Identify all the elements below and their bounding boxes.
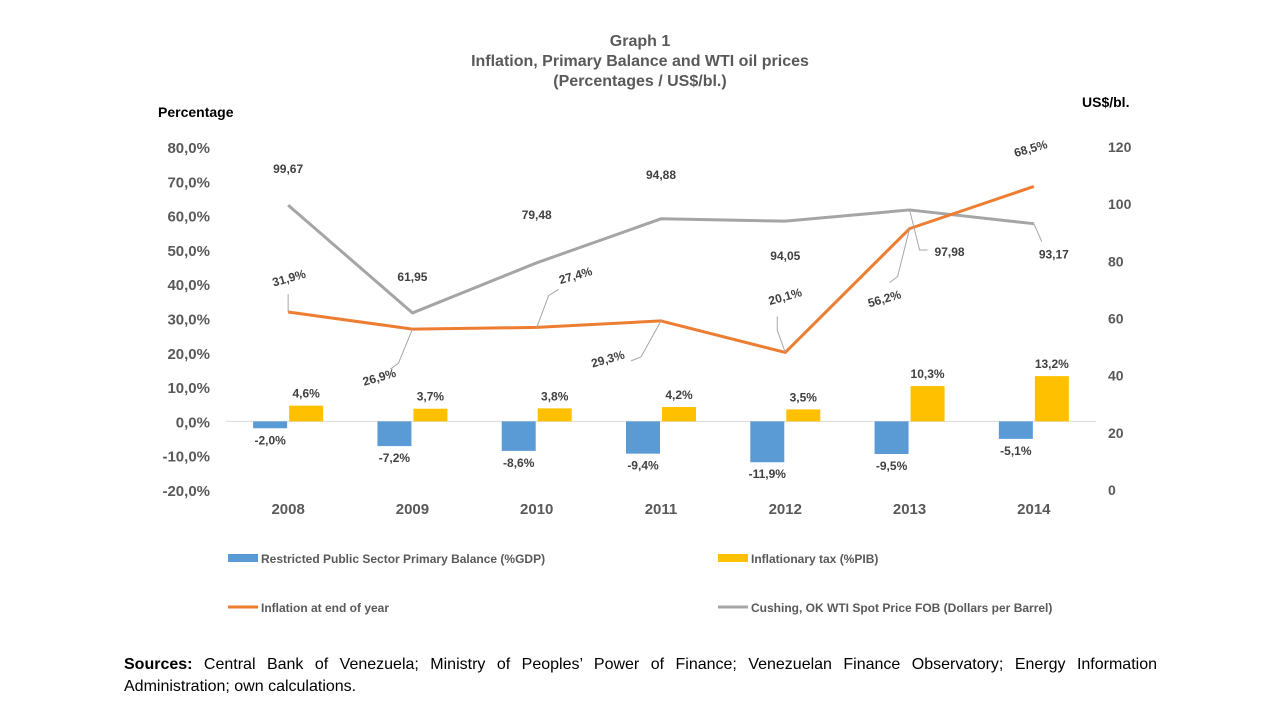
legend-swatch-bar — [718, 554, 748, 562]
bar-label-inflationary-tax: 13,2% — [1035, 357, 1069, 371]
bar-label-primary-balance: -8,6% — [503, 456, 535, 470]
left-tick-label: 30,0% — [167, 312, 210, 329]
bar-label-inflationary-tax: 3,8% — [541, 389, 569, 403]
chart-title: Graph 1 — [609, 33, 671, 50]
left-tick-label: 20,0% — [167, 346, 210, 363]
wti-leader-line — [1033, 223, 1043, 242]
bar-label-inflationary-tax: 3,7% — [417, 390, 445, 404]
bar-primary-balance — [750, 421, 785, 463]
wti-leader-line — [909, 209, 928, 251]
bar-primary-balance — [874, 421, 909, 454]
left-tick-label: 40,0% — [167, 277, 210, 294]
bar-label-primary-balance: -9,5% — [876, 459, 908, 473]
inflation-leader-line — [630, 320, 662, 362]
right-tick-label: 120 — [1108, 139, 1132, 155]
inflation-data-label: 29,3% — [590, 348, 627, 371]
right-tick-label: 0 — [1108, 482, 1116, 498]
bar-label-inflationary-tax: 3,5% — [790, 390, 818, 404]
bar-label-primary-balance: -7,2% — [379, 451, 411, 465]
bar-label-primary-balance: -2,0% — [254, 433, 286, 447]
x-tick-label: 2013 — [893, 501, 926, 518]
bar-primary-balance — [998, 421, 1033, 439]
inflation-leader-line — [390, 328, 413, 370]
x-tick-label: 2014 — [1017, 501, 1051, 518]
wti-data-label: 97,98 — [935, 245, 965, 259]
left-tick-label: -10,0% — [162, 449, 210, 466]
chart-title-block: Graph 1 Inflation, Primary Balance and W… — [0, 32, 1280, 92]
chart-subtitle: Inflation, Primary Balance and WTI oil p… — [471, 53, 809, 70]
right-tick-label: 60 — [1108, 311, 1124, 327]
bar-label-primary-balance: -9,4% — [627, 459, 659, 473]
left-tick-label: 0,0% — [176, 414, 210, 431]
bar-inflationary-tax — [910, 386, 945, 422]
inflation-data-label: 68,5% — [1012, 137, 1049, 160]
right-tick-label: 100 — [1108, 196, 1132, 212]
sources-label: Sources: — [124, 656, 193, 673]
bar-label-primary-balance: -11,9% — [749, 467, 787, 481]
bar-label-inflationary-tax: 4,2% — [665, 388, 693, 402]
right-axis-title: US$/bl. — [1082, 94, 1129, 110]
chart-subtitle-units: (Percentages / US$/bl.) — [553, 73, 727, 90]
inflation-data-label: 27,4% — [557, 264, 594, 287]
left-axis-title: Percentage — [158, 104, 234, 120]
left-tick-label: 80,0% — [167, 140, 210, 157]
bar-primary-balance — [626, 421, 660, 454]
wti-data-label: 93,17 — [1039, 248, 1069, 262]
x-tick-label: 2010 — [520, 501, 553, 518]
bar-inflationary-tax — [537, 408, 572, 422]
wti-data-label: 94,05 — [770, 249, 800, 263]
line-wti-price — [287, 203, 1035, 315]
bar-label-primary-balance: -5,1% — [1000, 444, 1032, 458]
right-tick-label: 40 — [1108, 368, 1124, 384]
x-tick-label: 2008 — [271, 501, 304, 518]
inflation-data-label: 31,9% — [271, 267, 308, 290]
inflation-leader-line — [776, 316, 786, 353]
sources-note: Sources: Central Bank of Venezuela; Mini… — [124, 654, 1157, 698]
x-tick-label: 2012 — [769, 501, 802, 518]
inflation-leader-line — [889, 228, 911, 284]
bar-label-inflationary-tax: 4,6% — [292, 387, 320, 401]
combo-chart: Percentage US$/bl. 80,0% 70,0% 60,0% 50,0% 40,… — [158, 94, 1132, 615]
legend-entry: Cushing, OK WTI Spot Price FOB (Dollars … — [751, 601, 1052, 615]
bar-inflationary-tax — [413, 408, 448, 422]
inflation-data-label: 56,2% — [866, 287, 903, 310]
wti-data-label: 61,95 — [397, 270, 427, 284]
right-tick-label: 80 — [1108, 253, 1124, 269]
left-tick-label: 60,0% — [167, 209, 210, 226]
left-tick-label: -20,0% — [162, 483, 210, 500]
legend-entry: Inflationary tax (%PIB) — [751, 552, 878, 566]
legend-swatch-bar — [228, 554, 258, 562]
wti-data-label: 99,67 — [273, 162, 303, 176]
x-tick-label: 2011 — [645, 501, 678, 518]
bar-inflationary-tax — [662, 406, 696, 422]
x-tick-label: 2009 — [396, 501, 429, 518]
bar-primary-balance — [253, 421, 288, 429]
legend-entry: Inflation at end of year — [261, 601, 389, 615]
left-tick-label: 10,0% — [167, 380, 210, 397]
right-tick-label: 20 — [1108, 425, 1124, 441]
left-tick-label: 70,0% — [167, 174, 210, 191]
wti-data-label: 94,88 — [646, 168, 676, 182]
left-tick-label: 50,0% — [167, 243, 210, 260]
inflation-leader-line — [536, 288, 559, 328]
inflation-data-label: 26,9% — [361, 366, 398, 389]
wti-data-label: 79,48 — [522, 208, 552, 222]
bar-inflationary-tax — [289, 405, 324, 422]
bar-primary-balance — [377, 421, 412, 447]
inflation-data-label: 20,1% — [767, 285, 804, 308]
bar-inflationary-tax — [786, 409, 821, 422]
bar-label-inflationary-tax: 10,3% — [911, 367, 945, 381]
sources-text: Central Bank of Venezuela; Ministry of P… — [124, 656, 1157, 695]
bar-inflationary-tax — [1034, 376, 1069, 422]
legend-entry: Restricted Public Sector Primary Balance… — [261, 552, 545, 566]
bar-primary-balance — [501, 421, 536, 451]
